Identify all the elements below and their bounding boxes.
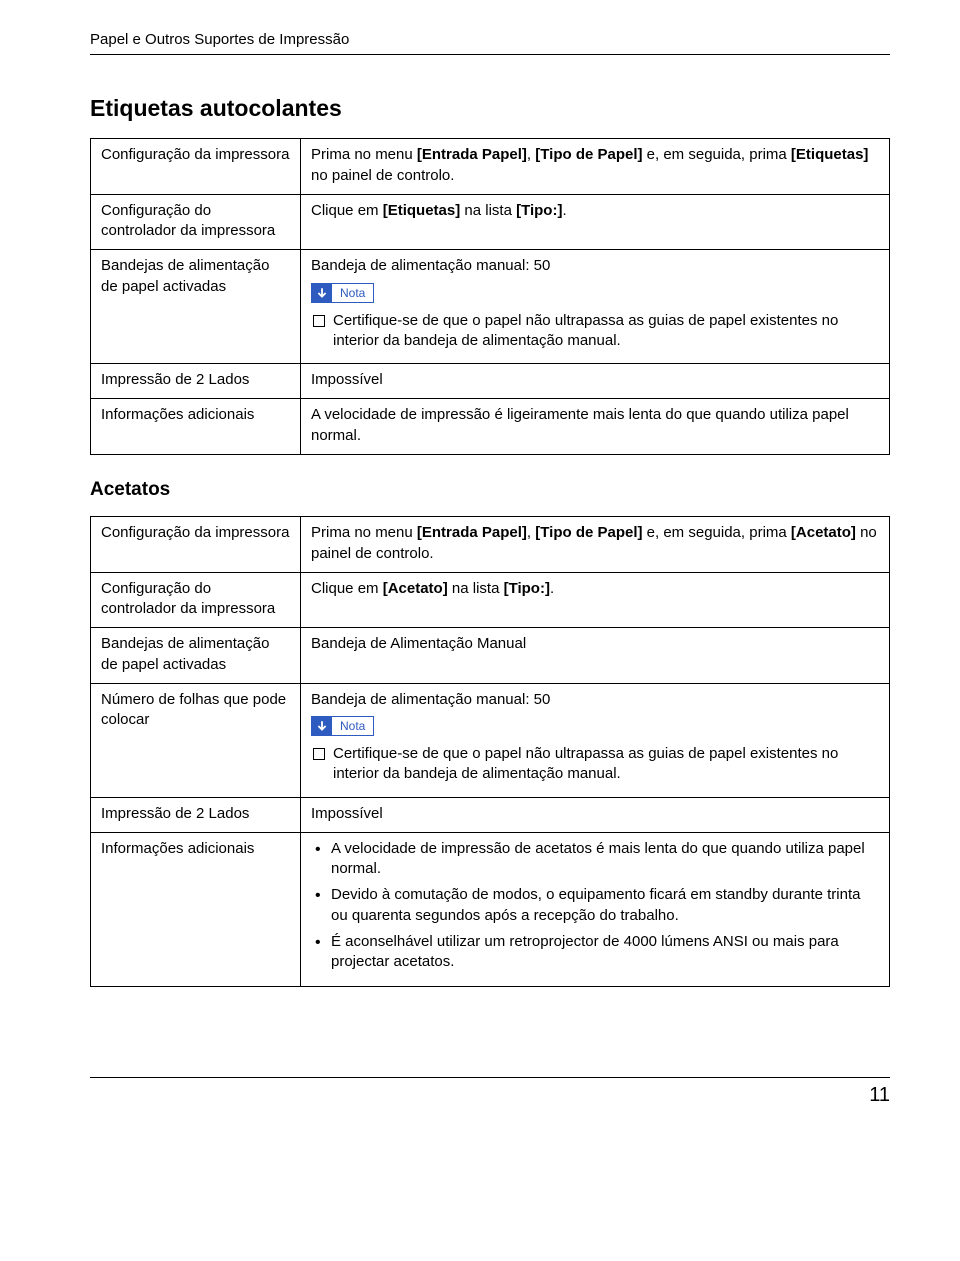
bold-text: [Entrada Papel] [417,146,527,163]
text: e, em seguida, prima [643,146,791,163]
note-list: Certifique-se de que o papel não ultrapa… [311,311,879,352]
cell-label: Impressão de 2 Lados [91,364,301,399]
note-item: Certifique-se de que o papel não ultrapa… [311,311,879,352]
table-row: Bandejas de alimentação de papel activad… [91,250,890,364]
text: no painel de controlo. [311,167,454,184]
cell-label: Bandejas de alimentação de papel activad… [91,628,301,684]
table-row: Configuração da impressora Prima no menu… [91,139,890,195]
bold-text: [Tipo de Papel] [535,146,642,163]
cell-label: Configuração da impressora [91,517,301,573]
text: na lista [460,202,516,219]
nota-badge: Nota [311,716,374,736]
table-row: Número de folhas que pode colocar Bandej… [91,683,890,797]
text: . [550,580,554,597]
text: Clique em [311,580,383,597]
table-row: Configuração do controlador da impressor… [91,194,890,250]
arrow-down-icon [312,717,332,735]
cell-value: Bandeja de Alimentação Manual [301,628,890,684]
cell-value: Bandeja de alimentação manual: 50 Nota C… [301,250,890,364]
table-row: Informações adicionais A velocidade de i… [91,832,890,987]
table-row: Informações adicionais A velocidade de i… [91,399,890,455]
table-row: Impressão de 2 Lados Impossível [91,364,890,399]
cell-value: Prima no menu [Entrada Papel], [Tipo de … [301,139,890,195]
bullet-item: É aconselhável utilizar um retroprojecto… [311,932,879,973]
nota-badge: Nota [311,283,374,303]
text: Prima no menu [311,146,417,163]
cell-label: Configuração do controlador da impressor… [91,572,301,628]
bullet-item: A velocidade de impressão de acetatos é … [311,839,879,880]
nota-label: Nota [332,717,373,735]
bold-text: [Etiquetas] [791,146,869,163]
bold-text: [Entrada Papel] [417,524,527,541]
bold-text: [Tipo:] [504,580,550,597]
text: e, em seguida, prima [643,524,791,541]
arrow-down-icon [312,284,332,302]
note-list: Certifique-se de que o papel não ultrapa… [311,744,879,785]
table-row: Bandejas de alimentação de papel activad… [91,628,890,684]
table-etiquetas: Configuração da impressora Prima no menu… [90,138,890,455]
cell-value: A velocidade de impressão de acetatos é … [301,832,890,987]
table-row: Configuração da impressora Prima no menu… [91,517,890,573]
cell-label: Bandejas de alimentação de papel activad… [91,250,301,364]
cell-value: Clique em [Acetato] na lista [Tipo:]. [301,572,890,628]
text: , [527,524,535,541]
bold-text: [Acetato] [791,524,856,541]
cell-value: A velocidade de impressão é ligeiramente… [301,399,890,455]
text: , [527,146,535,163]
section-title-acetatos: Acetatos [90,477,890,503]
cell-value: Bandeja de alimentação manual: 50 Nota C… [301,683,890,797]
cell-value: Impossível [301,364,890,399]
bold-text: [Acetato] [383,580,448,597]
section-title-etiquetas: Etiquetas autocolantes [90,93,890,124]
table-row: Configuração do controlador da impressor… [91,572,890,628]
text: Bandeja de alimentação manual: 50 [311,256,879,276]
cell-value: Prima no menu [Entrada Papel], [Tipo de … [301,517,890,573]
nota-label: Nota [332,284,373,302]
cell-label: Informações adicionais [91,399,301,455]
page-header: Papel e Outros Suportes de Impressão [90,30,890,55]
table-acetatos: Configuração da impressora Prima no menu… [90,516,890,987]
bold-text: [Tipo:] [516,202,562,219]
cell-label: Impressão de 2 Lados [91,797,301,832]
bold-text: [Etiquetas] [383,202,461,219]
text: na lista [448,580,504,597]
cell-label: Configuração do controlador da impressor… [91,194,301,250]
text: Clique em [311,202,383,219]
note-item: Certifique-se de que o papel não ultrapa… [311,744,879,785]
cell-label: Número de folhas que pode colocar [91,683,301,797]
bold-text: [Tipo de Papel] [535,524,642,541]
text: Bandeja de alimentação manual: 50 [311,690,879,710]
cell-value: Clique em [Etiquetas] na lista [Tipo:]. [301,194,890,250]
cell-label: Configuração da impressora [91,139,301,195]
text: Prima no menu [311,524,417,541]
cell-label: Informações adicionais [91,832,301,987]
table-row: Impressão de 2 Lados Impossível [91,797,890,832]
cell-value: Impossível [301,797,890,832]
bullet-item: Devido à comutação de modos, o equipamen… [311,885,879,926]
text: . [562,202,566,219]
bullet-list: A velocidade de impressão de acetatos é … [311,839,879,973]
page-number: 11 [90,1077,890,1109]
